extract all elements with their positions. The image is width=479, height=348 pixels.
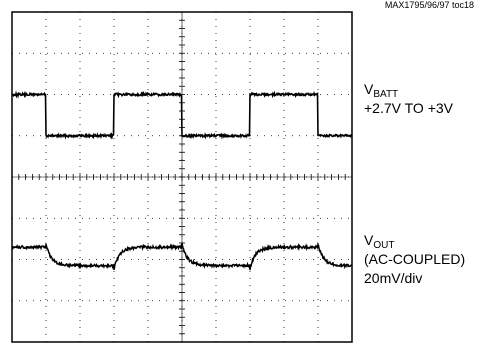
vbatt-range-label: +2.7V TO +3V: [364, 100, 453, 116]
vout-trace: [11, 241, 353, 271]
vout-trace-label: VOUT: [364, 232, 395, 251]
figure-reference-id: MAX1795/96/97 toc18: [384, 0, 474, 10]
traces: [11, 90, 353, 271]
vout-scale-label: 20mV/div: [364, 270, 423, 286]
plot-frame: [11, 11, 353, 343]
vbatt-trace: [11, 90, 353, 140]
vout-coupling-label: (AC-COUPLED): [364, 251, 466, 267]
vbatt-trace-label: VBATT: [364, 81, 399, 100]
graticule: [11, 11, 353, 343]
